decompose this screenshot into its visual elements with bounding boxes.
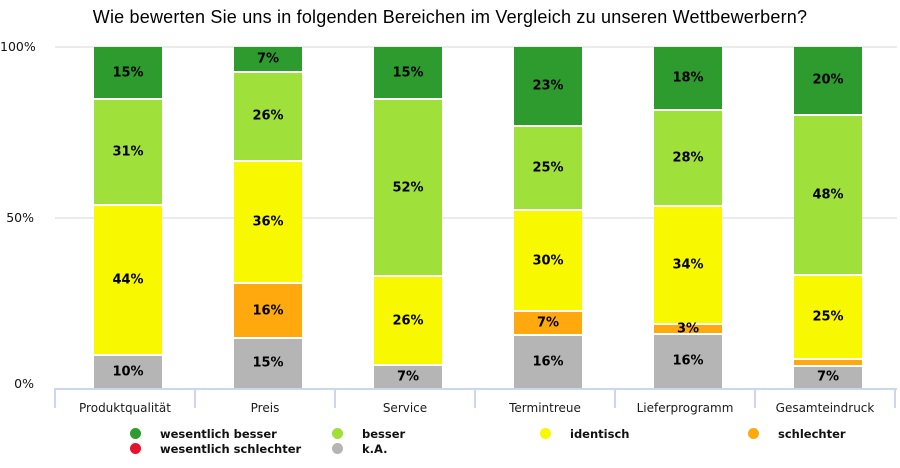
bar-segment: 15% — [374, 47, 442, 99]
category-label: Produktqualität — [79, 401, 171, 415]
legend-color-dot — [130, 443, 141, 454]
legend-color-dot — [130, 428, 141, 439]
segment-value-label: 7% — [256, 51, 280, 67]
bar-segment: 25% — [514, 124, 582, 210]
legend-label: identisch — [570, 426, 630, 441]
x-axis-tick — [474, 388, 476, 408]
segment-value-label: 30% — [532, 253, 564, 269]
bar-segment: 16% — [234, 282, 302, 337]
legend-item-wesentlich-schlechter: wesentlich schlechter — [130, 441, 302, 456]
segment-value-label: 26% — [392, 313, 424, 329]
bar-segment: 15% — [234, 336, 302, 388]
category-label: Lieferprogramm — [636, 401, 734, 415]
segment-value-label: 15% — [392, 65, 424, 81]
segment-value-label: 25% — [812, 309, 844, 325]
segment-value-label: 52% — [392, 180, 424, 196]
x-axis-tick — [194, 388, 196, 408]
legend-item-besser: besser — [332, 426, 406, 441]
x-axis-line — [55, 388, 897, 390]
stacked-bar-lieferprogramm: 18% 28% 34% 3% 16% — [654, 47, 722, 388]
legend-item-schlechter: schlechter — [748, 426, 846, 441]
category-label: Gesamteindruck — [775, 401, 875, 415]
segment-value-label: 7% — [396, 369, 420, 385]
x-axis-tick — [894, 388, 896, 408]
stacked-bar-termintreue: 23% 25% 30% 7% 16% — [514, 47, 582, 388]
segment-value-label: 7% — [536, 315, 560, 331]
y-axis-label: 0% — [14, 376, 34, 391]
x-axis-tick — [614, 388, 616, 408]
segment-value-label: 16% — [532, 354, 564, 370]
stacked-bar-preis: 7% 26% 36% 16% 15% — [234, 47, 302, 388]
stacked-bar-service: 15% 52% 26% 7% — [374, 47, 442, 388]
segment-value-label: 26% — [252, 108, 284, 124]
stacked-bar-produktqualität: 15% 31% 44% 10% — [94, 47, 162, 388]
legend-label: wesentlich schlechter — [160, 441, 302, 456]
x-axis-tick — [754, 388, 756, 408]
bar-segment: 23% — [514, 47, 582, 125]
legend-item-k-a-: k.A. — [332, 441, 388, 456]
legend-label: k.A. — [362, 441, 388, 456]
bar-segment: 18% — [654, 47, 722, 109]
segment-value-label: 16% — [252, 303, 284, 319]
segment-value-label: 34% — [672, 257, 704, 273]
bar-segment: 36% — [234, 159, 302, 283]
bar-segment — [794, 357, 862, 365]
gridline-100 — [55, 46, 897, 48]
bar-segment: 48% — [794, 113, 862, 275]
segment-value-label: 48% — [812, 187, 844, 203]
chart-title: Wie bewerten Sie uns in folgenden Bereic… — [92, 7, 808, 27]
category-label: Termintreue — [509, 401, 581, 415]
segment-value-label: 28% — [672, 150, 704, 166]
bar-segment: 52% — [374, 98, 442, 276]
segment-value-label: 44% — [112, 272, 144, 288]
legend-color-dot — [332, 443, 343, 454]
bar-segment: 30% — [514, 209, 582, 311]
legend-color-dot — [540, 428, 551, 439]
bar-segment: 16% — [514, 333, 582, 388]
bar-segment: 34% — [654, 205, 722, 323]
bar-segment: 10% — [94, 353, 162, 388]
bar-segment: 15% — [94, 47, 162, 99]
bar-segment: 3% — [654, 322, 722, 335]
bar-segment: 25% — [794, 274, 862, 358]
y-axis-label: 50% — [6, 210, 34, 225]
bar-segment: 7% — [514, 310, 582, 334]
x-axis-tick — [334, 388, 336, 408]
segment-value-label: 23% — [532, 78, 564, 94]
legend-label: schlechter — [778, 426, 846, 441]
segment-value-label: 18% — [672, 70, 704, 86]
legend-item-wesentlich-besser: wesentlich besser — [130, 426, 277, 441]
segment-value-label: 31% — [112, 144, 144, 160]
segment-value-label: 10% — [112, 364, 144, 380]
segment-value-label: 20% — [812, 72, 844, 88]
category-label: Service — [382, 401, 428, 415]
gridline-50 — [55, 216, 897, 219]
bar-segment: 7% — [374, 364, 442, 388]
bar-segment: 20% — [794, 47, 862, 114]
bar-segment: 44% — [94, 203, 162, 354]
segment-value-label: 15% — [252, 355, 284, 371]
category-label: Preis — [250, 401, 280, 415]
segment-value-label: 25% — [532, 160, 564, 176]
bar-segment: 7% — [234, 47, 302, 71]
segment-value-label: 16% — [672, 353, 704, 369]
legend-color-dot — [332, 428, 343, 439]
legend-item-identisch: identisch — [540, 426, 630, 441]
y-axis-label: 100% — [0, 39, 36, 54]
legend-label: besser — [362, 426, 406, 441]
segment-value-label: 7% — [816, 369, 840, 385]
x-axis-tick — [54, 388, 56, 408]
bar-segment: 16% — [654, 332, 722, 388]
legend-label: wesentlich besser — [160, 426, 277, 441]
bar-segment: 31% — [94, 98, 162, 204]
bar-segment: 26% — [234, 70, 302, 160]
segment-value-label: 15% — [112, 65, 144, 81]
bar-segment: 26% — [374, 275, 442, 365]
legend-color-dot — [748, 428, 759, 439]
stacked-bar-gesamteindruck: 20% 48% 25% 7% — [794, 47, 862, 388]
bar-segment: 7% — [794, 364, 862, 388]
bar-segment: 28% — [654, 109, 722, 206]
